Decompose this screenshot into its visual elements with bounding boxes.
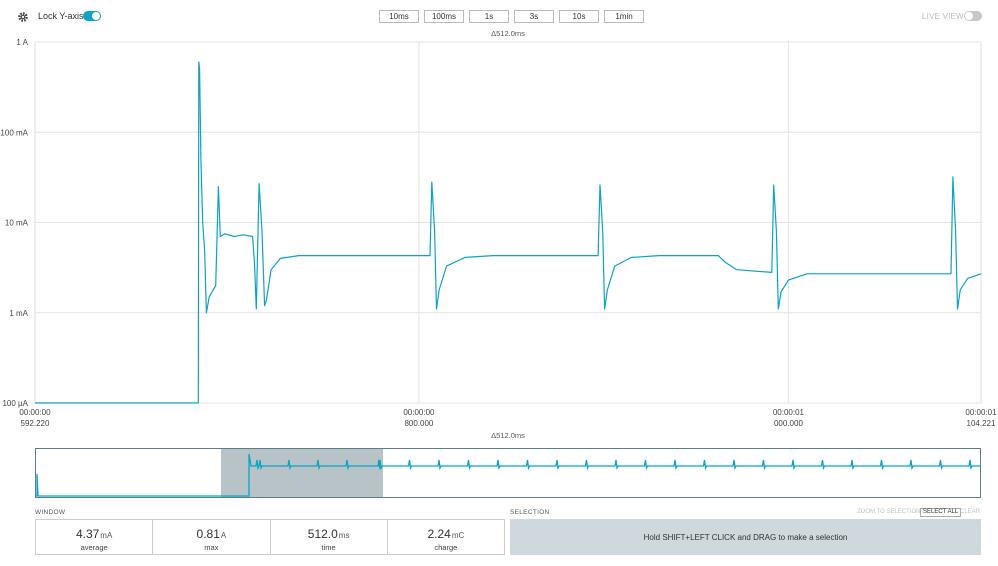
stat-max-label: max bbox=[204, 543, 219, 552]
navigator-frame bbox=[35, 448, 981, 498]
stat-average: 4.37mA average bbox=[36, 520, 154, 554]
stat-average-unit: mA bbox=[100, 531, 113, 540]
y-tick-label: 1 mA bbox=[9, 309, 28, 318]
x-tick-label-time: 00:00:01 bbox=[773, 408, 805, 417]
time-button-10ms[interactable]: 10ms bbox=[379, 10, 419, 23]
zoom-to-selection-button[interactable]: ZOOM TO SELECTION bbox=[857, 509, 921, 515]
stat-max-unit: A bbox=[220, 531, 227, 540]
stat-time: 512.0ms time bbox=[271, 520, 388, 554]
stat-charge-label: charge bbox=[434, 543, 458, 552]
selection-hint: Hold SHIFT+LEFT CLICK and DRAG to make a… bbox=[643, 532, 848, 542]
window-panel-title: WINDOW bbox=[35, 509, 66, 516]
time-button-1min[interactable]: 1min bbox=[604, 10, 644, 23]
stat-max: 0.81A max bbox=[153, 520, 271, 554]
lock-y-axis-toggle[interactable] bbox=[83, 11, 101, 21]
toggle-knob bbox=[92, 12, 100, 20]
selection-panel-title: SELECTION bbox=[510, 509, 550, 516]
live-view-label: LIVE VIEW bbox=[922, 12, 964, 21]
y-axis-labels: 1 A 100 mA 10 mA 1 mA 100 µA bbox=[0, 38, 28, 408]
stat-time-unit: ms bbox=[338, 531, 350, 540]
window-stats: 4.37mA average 0.81A max 512.0ms time 2.… bbox=[35, 519, 505, 555]
current-trace bbox=[35, 61, 982, 404]
stat-charge-value: 2.24 bbox=[427, 527, 451, 541]
stat-charge-unit: mC bbox=[451, 531, 465, 540]
stat-time-label: time bbox=[321, 543, 336, 552]
time-button-3s[interactable]: 3s bbox=[514, 10, 554, 23]
y-tick-label: 10 mA bbox=[5, 219, 29, 228]
navigator-chart[interactable] bbox=[0, 440, 998, 502]
stat-max-value: 0.81 bbox=[196, 527, 220, 541]
stat-average-value: 4.37 bbox=[75, 527, 100, 541]
window-delta-label: Δ512.0ms bbox=[491, 29, 525, 38]
time-button-10s[interactable]: 10s bbox=[559, 10, 599, 23]
stat-charge: 2.24mC charge bbox=[388, 520, 504, 554]
select-all-button[interactable]: SELECT ALL bbox=[920, 508, 962, 517]
y-tick-label: 100 µA bbox=[2, 399, 28, 408]
x-tick-label-time: 00:00:00 bbox=[403, 408, 435, 417]
x-tick-label-ms: 104.221 bbox=[967, 419, 996, 428]
x-axis-labels: 00:00:00 592.220 00:00:00 800.000 00:00:01 00… bbox=[19, 408, 997, 428]
chart-grid bbox=[34, 41, 982, 404]
x-tick-label-ms: 800.000 bbox=[404, 419, 433, 428]
navigator-trace bbox=[36, 453, 980, 497]
x-tick-label-time: 00:00:00 bbox=[19, 408, 51, 417]
navigator-window-shade[interactable] bbox=[221, 449, 383, 497]
x-tick-label-ms: 000.000 bbox=[774, 419, 803, 428]
stat-average-label: average bbox=[80, 543, 108, 552]
selection-box[interactable]: Hold SHIFT+LEFT CLICK and DRAG to make a… bbox=[510, 519, 981, 555]
toolbar: Lock Y-axis 10ms 100ms 1s 3s 10s 1min LI… bbox=[0, 0, 998, 32]
stat-time-value: 512.0 bbox=[307, 527, 338, 541]
x-tick-label-time: 00:00:01 bbox=[965, 408, 997, 417]
live-view-toggle[interactable] bbox=[964, 11, 982, 21]
clear-button[interactable]: CLEAR bbox=[960, 509, 981, 515]
lock-y-axis-label: Lock Y-axis bbox=[38, 11, 84, 21]
gear-icon[interactable] bbox=[17, 11, 29, 23]
toggle-knob bbox=[965, 12, 973, 20]
time-button-1s[interactable]: 1s bbox=[469, 10, 509, 23]
y-tick-label: 1 A bbox=[16, 38, 28, 47]
main-chart[interactable]: 1 A 100 mA 10 mA 1 mA 100 µA 00:00:00 592.220… bbox=[0, 30, 998, 430]
time-button-100ms[interactable]: 100ms bbox=[424, 10, 464, 23]
x-tick-label-ms: 592.220 bbox=[21, 419, 50, 428]
navigator-delta-label: Δ512.0ms bbox=[491, 431, 525, 440]
y-tick-label: 100 mA bbox=[0, 128, 28, 137]
